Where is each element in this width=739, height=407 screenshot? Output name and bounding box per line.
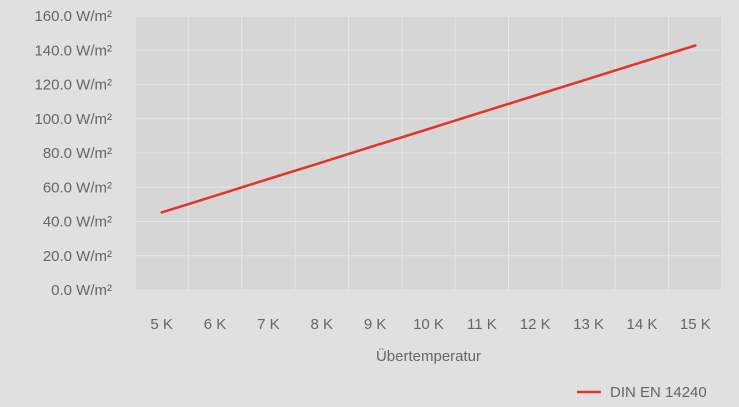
x-tick-label: 6 K [204,316,227,333]
x-tick-label: 10 K [413,316,444,333]
series-line [160,44,697,214]
x-tick-label: 12 K [520,316,551,333]
x-tick-label: 13 K [573,316,604,333]
x-tick-label: 11 K [467,316,497,333]
x-tick-label: 14 K [627,316,658,333]
y-tick-label: 20.0 W/m² [43,248,112,265]
x-tick-label: 8 K [311,316,334,333]
y-tick-label: 40.0 W/m² [43,214,112,231]
y-tick-label: 0.0 W/m² [51,282,112,299]
y-tick-label: 140.0 W/m² [34,42,112,59]
x-tick-label: 7 K [257,316,280,333]
x-tick-label: 5 K [150,316,173,333]
y-tick-label: 120.0 W/m² [34,77,112,94]
y-tick-label: 100.0 W/m² [34,111,112,128]
y-tick-label: 80.0 W/m² [43,145,112,162]
x-tick-label: 9 K [364,316,387,333]
legend-label: DIN EN 14240 [610,384,707,401]
y-tick-label: 160.0 W/m² [34,8,112,25]
x-tick-label: 15 K [680,316,711,333]
y-tick-label: 60.0 W/m² [43,179,112,196]
x-axis-label: Übertemperatur [376,347,481,365]
